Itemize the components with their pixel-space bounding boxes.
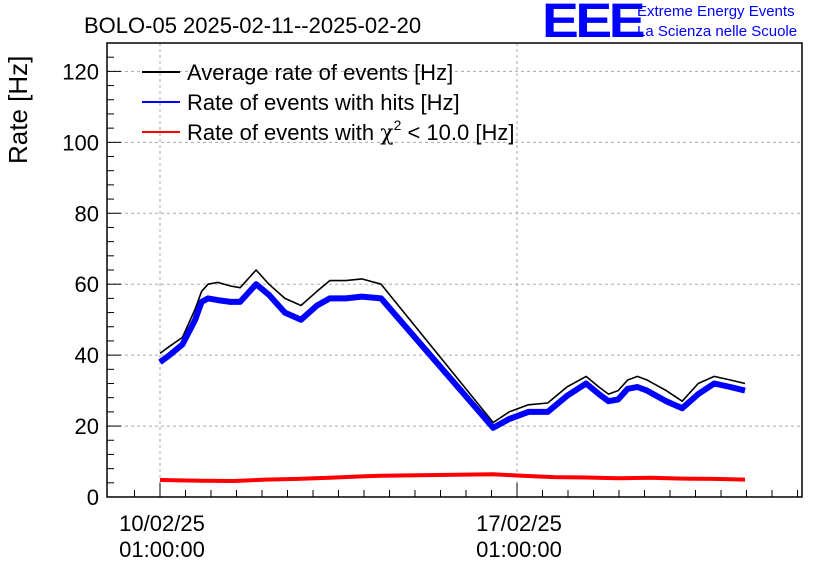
brand-line-1: Extreme Energy Events [637, 3, 795, 20]
y-tick-label: 120 [62, 59, 99, 84]
x-tick-label-time: 01:00:00 [476, 537, 562, 562]
y-tick-label: 100 [62, 130, 99, 155]
series-group [158, 269, 746, 483]
legend: Average rate of events [Hz] Rate of event… [142, 60, 514, 146]
y-axis: 0 20 40 60 80 100 120 [62, 56, 121, 510]
legend-label-average: Average rate of events [Hz] [187, 60, 453, 85]
eee-logo: EEE [542, 0, 646, 48]
legend-label-chi2: Rate of events with χ2 < 10.0 [Hz] [187, 117, 514, 146]
series-line-hits [158, 281, 746, 431]
y-tick-label: 40 [75, 343, 99, 368]
y-axis-label: Rate [Hz] [3, 56, 33, 164]
x-tick-label-time: 01:00:00 [119, 537, 205, 562]
y-tick-label: 60 [75, 272, 99, 297]
x-tick-label-date: 17/02/25 [476, 511, 562, 536]
chart-title: BOLO-05 2025-02-11--2025-02-20 [84, 13, 421, 38]
x-tick-label-date: 10/02/25 [119, 511, 205, 536]
series-line-chi2 [159, 472, 746, 483]
y-tick-label: 80 [75, 201, 99, 226]
series-line-hits-edge [159, 282, 746, 428]
y-tick-label: 0 [87, 485, 99, 510]
brand-line-2: La Scienza nelle Scuole [637, 23, 798, 40]
y-tick-label: 20 [75, 414, 99, 439]
legend-label-hits: Rate of events with hits [Hz] [187, 90, 460, 115]
series-line-average [159, 269, 746, 424]
